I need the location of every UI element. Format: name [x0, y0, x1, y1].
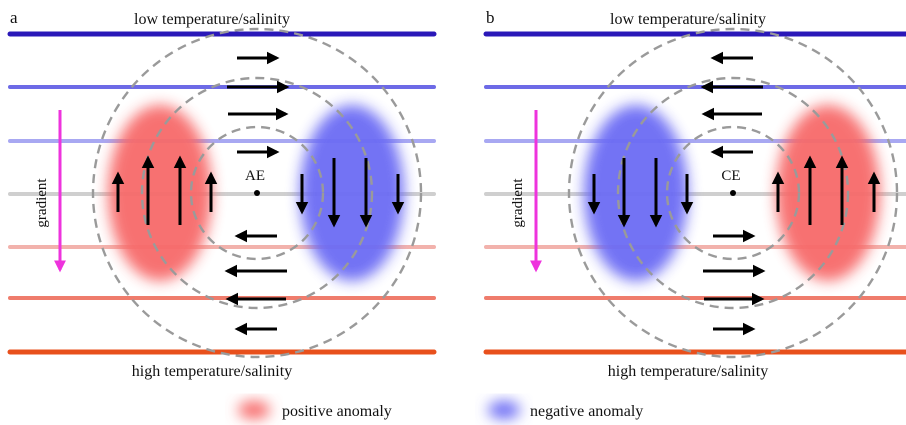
- positive-anomaly-blob: [776, 105, 880, 281]
- eddy-center-label: CE: [721, 168, 740, 184]
- bottom-label: high temperature/salinity: [608, 363, 768, 380]
- legend-positive-label: positive anomaly: [282, 403, 392, 420]
- eddy-ring-3: [567, 27, 899, 359]
- eddy-center-dot: [730, 190, 736, 196]
- gradient-label: gradient: [510, 178, 526, 228]
- negative-anomaly-blob: [584, 105, 688, 281]
- eddy-ring-2: [616, 76, 850, 310]
- panel-a: a low temperature/salinity AE gradient high …: [7, 8, 437, 380]
- eddy-ring-1: [665, 125, 801, 261]
- eddy-center-label: AE: [245, 168, 265, 184]
- legend-negative-swatch: [488, 401, 520, 419]
- panel-b: b low temperature/salinity CE gradient high …: [483, 8, 906, 380]
- eddy-center-dot: [254, 190, 260, 196]
- eddy-ring-1: [189, 125, 325, 261]
- eddy-ring-2: [140, 76, 374, 310]
- legend-positive-swatch: [238, 401, 270, 419]
- eddy-ring-3: [91, 27, 423, 359]
- legend-negative-label: negative anomaly: [530, 403, 643, 420]
- positive-anomaly-blob: [108, 105, 212, 281]
- bottom-label: high temperature/salinity: [132, 363, 292, 380]
- top-label: low temperature/salinity: [134, 11, 290, 28]
- gradient-label: gradient: [34, 178, 50, 228]
- panel-letter: a: [10, 8, 18, 27]
- legend: positive anomaly negative anomaly: [238, 401, 643, 420]
- negative-anomaly-blob: [300, 105, 404, 281]
- top-label: low temperature/salinity: [610, 11, 766, 28]
- panel-letter: b: [486, 8, 495, 27]
